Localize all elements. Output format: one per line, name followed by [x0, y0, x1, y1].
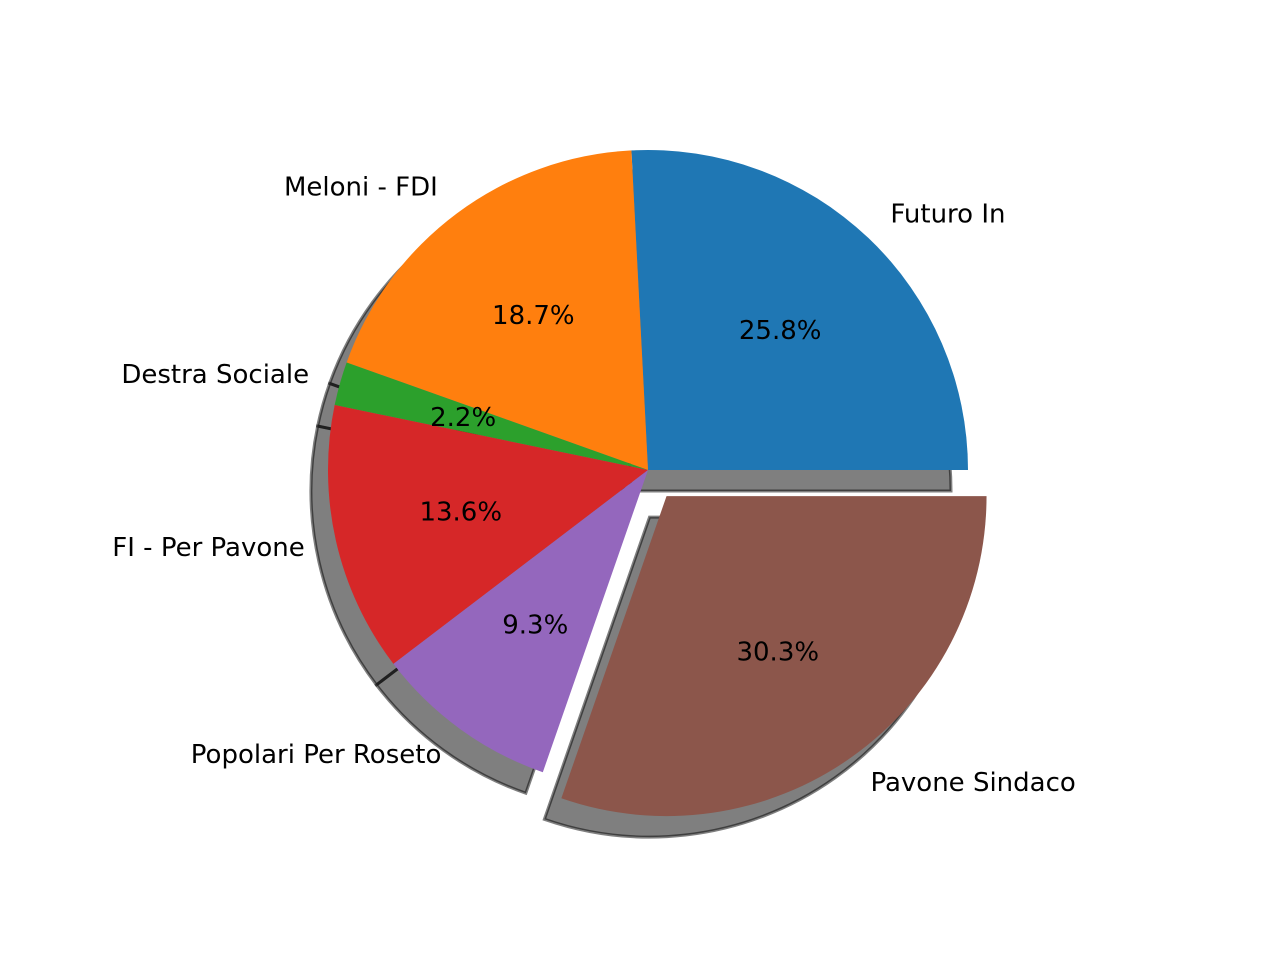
- slice-label-pavone-sindaco: Pavone Sindaco: [870, 768, 1075, 798]
- label-layer: Futuro In 25.8% Meloni - FDI 18.7% Destra So…: [112, 173, 1076, 798]
- slice-label-popolari-per-roseto: Popolari Per Roseto: [191, 740, 442, 770]
- pie-slice-fi-per-pavone: [328, 405, 648, 664]
- pie-slice-meloni-fdi: [346, 150, 648, 471]
- slice-label-fi-per-pavone: FI - Per Pavone: [112, 533, 304, 563]
- pie-slice-popolari-per-roseto: [393, 470, 648, 773]
- slice-layer: [328, 149, 987, 817]
- slice-percent-destra-sociale: 2.2%: [430, 403, 496, 433]
- slice-label-destra-sociale: Destra Sociale: [121, 360, 309, 390]
- slice-percent-meloni-fdi: 18.7%: [492, 301, 575, 331]
- slice-label-meloni-fdi: Meloni - FDI: [284, 173, 438, 203]
- pie-slice-destra-sociale: [334, 362, 648, 470]
- pie-slice-futuro-in: [631, 149, 968, 470]
- slice-percent-pavone-sindaco: 30.3%: [736, 638, 819, 668]
- slice-percent-popolari-per-roseto: 9.3%: [502, 610, 568, 640]
- slice-percent-futuro-in: 25.8%: [739, 316, 822, 346]
- slice-label-futuro-in: Futuro In: [890, 200, 1005, 230]
- pie-slice-pavone-sindaco: [561, 496, 987, 817]
- slice-percent-fi-per-pavone: 13.6%: [419, 498, 502, 528]
